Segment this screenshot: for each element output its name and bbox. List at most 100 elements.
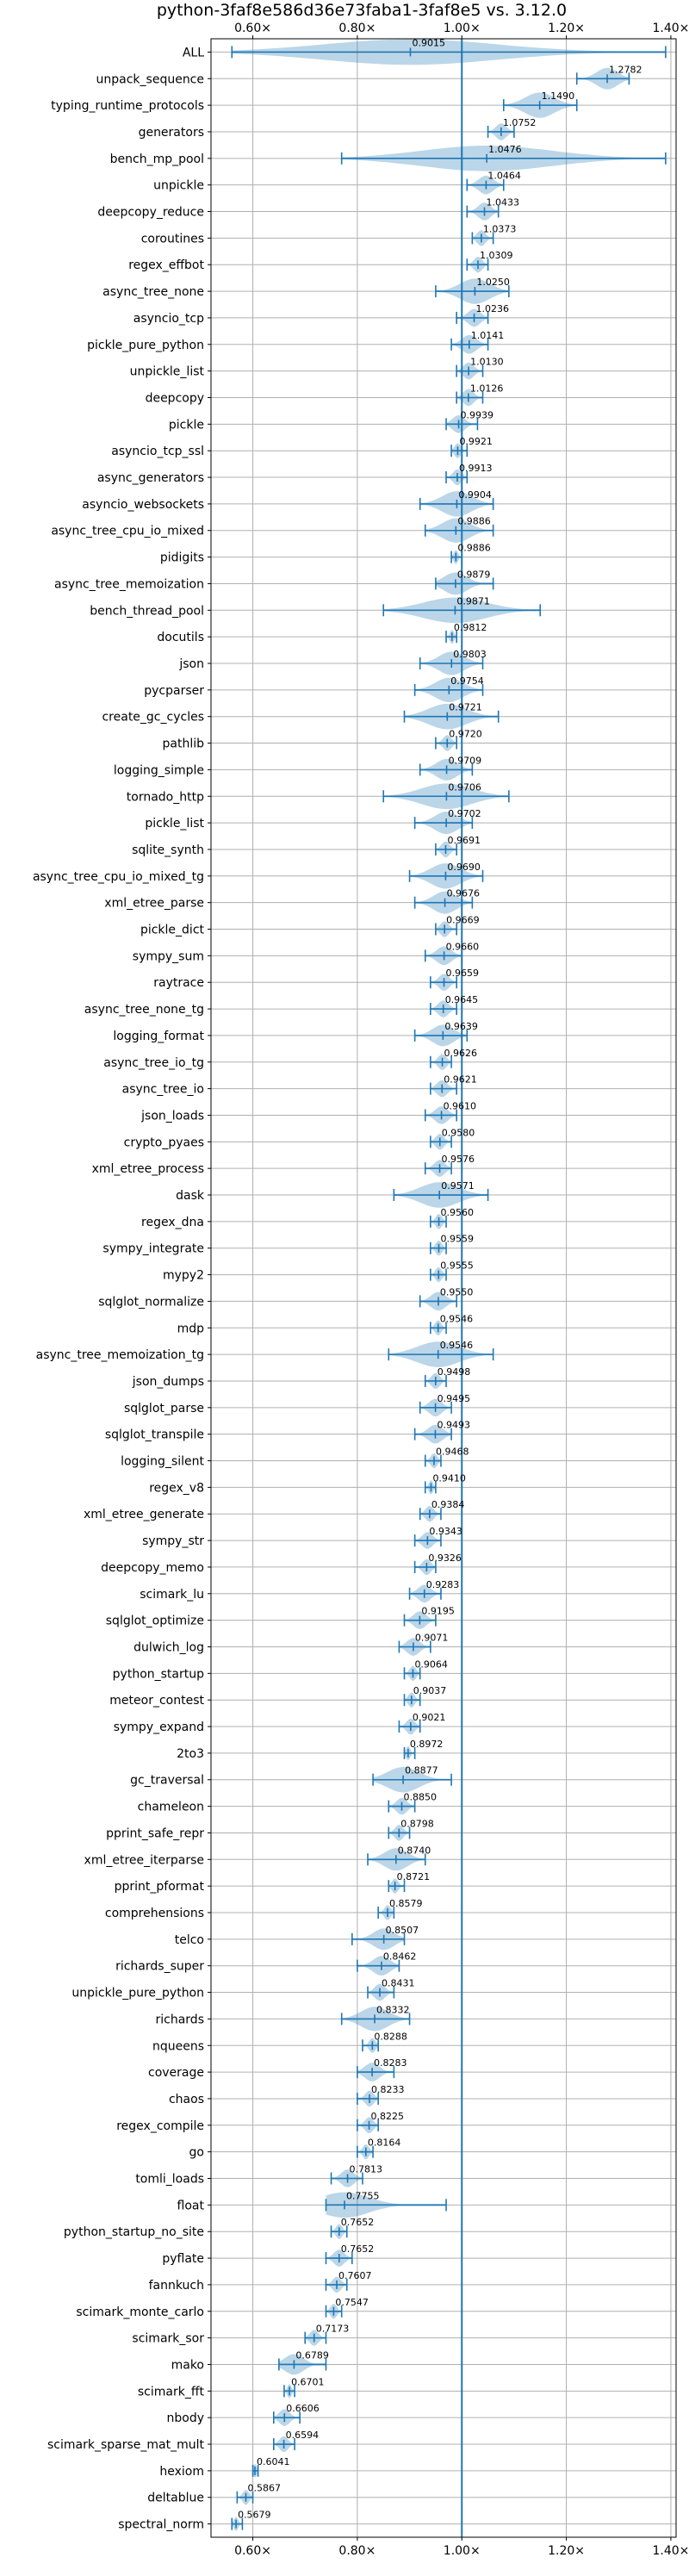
category-label-nbody: nbody (167, 2411, 205, 2425)
error-bar-mypy2 (430, 1268, 447, 1281)
value-label-async_generators: 0.9913 (459, 463, 493, 474)
error-bar-fannkuch (325, 2278, 348, 2291)
error-bar-asyncio_websockets (419, 497, 494, 510)
value-label-tomli_loads: 0.7813 (350, 2164, 383, 2175)
value-label-deltablue: 0.5867 (247, 2483, 281, 2494)
error-bar-mdp (430, 1322, 447, 1335)
error-bar-pprint_safe_repr (388, 1826, 411, 1839)
value-label-unpack_sequence: 1.2782 (609, 64, 642, 75)
error-bar-python_startup (403, 1667, 421, 1680)
category-label-pycparser: pycparser (144, 684, 204, 698)
error-bar-crypto_pyaes (430, 1136, 452, 1148)
category-label-logging_format: logging_format (113, 1030, 204, 1043)
value-label-pathlib: 0.9720 (449, 729, 482, 740)
error-bar-2to3 (403, 1746, 416, 1759)
category-label-deltablue: deltablue (147, 2492, 204, 2505)
value-label-regex_effbot: 1.0309 (480, 250, 513, 261)
error-bar-regex_v8 (424, 1481, 437, 1494)
error-bar-asyncio_tcp (456, 311, 489, 324)
value-label-unpickle_list: 1.0130 (470, 357, 504, 368)
category-label-richards_super: richards_super (115, 1960, 204, 1974)
category-label-async_tree_cpu_io_mixed: async_tree_cpu_io_mixed (51, 525, 204, 538)
category-label-json_loads: json_loads (140, 1109, 204, 1123)
category-label-sympy_expand: sympy_expand (114, 1720, 204, 1734)
category-label-unpickle_pure_python: unpickle_pure_python (71, 1987, 204, 2000)
value-label-python_startup: 0.9064 (414, 1658, 448, 1670)
value-label-sqlglot_optimize: 0.9195 (421, 1606, 455, 1617)
category-label-create_gc_cycles: create_gc_cycles (102, 711, 204, 725)
x-tick-label-bottom-3: 1.20× (548, 2544, 585, 2558)
category-label-json_dumps: json_dumps (132, 1375, 204, 1389)
category-label-deepcopy_memo: deepcopy_memo (101, 1561, 204, 1575)
value-label-json_dumps: 0.9498 (438, 1366, 471, 1378)
error-bar-sympy_integrate (430, 1241, 447, 1254)
error-bar-xml_etree_generate (419, 1508, 442, 1521)
error-bar-sqlite_synth (435, 843, 457, 856)
category-label-telco: telco (175, 1933, 204, 1947)
value-label-mako: 0.6789 (295, 2349, 329, 2361)
category-label-sqlglot_parse: sqlglot_parse (124, 1402, 204, 1416)
value-label-go: 0.8164 (368, 2137, 401, 2149)
error-bar-nbody (273, 2411, 301, 2424)
value-label-ALL: 0.9015 (412, 37, 445, 48)
value-label-pprint_safe_repr: 0.8798 (400, 1818, 434, 1829)
value-label-generators: 1.0752 (503, 117, 537, 128)
value-label-docutils: 0.9812 (454, 622, 487, 633)
error-bar-richards (340, 2013, 411, 2025)
error-bar-nqueens (362, 2039, 379, 2052)
category-label-pprint_safe_repr: pprint_safe_repr (106, 1826, 204, 1840)
error-bar-deepcopy (456, 391, 484, 404)
value-label-unpickle_pure_python: 0.8431 (382, 1978, 415, 1989)
category-label-regex_effbot: regex_effbot (128, 258, 204, 272)
error-bar-scimark_monte_carlo (325, 2305, 343, 2318)
error-bar-tomli_loads (330, 2172, 363, 2185)
category-label-coroutines: coroutines (141, 232, 204, 246)
error-bar-sqlglot_normalize (419, 1295, 457, 1308)
value-label-python_startup_no_site: 0.7652 (341, 2217, 375, 2228)
category-label-typing_runtime_protocols: typing_runtime_protocols (51, 99, 204, 113)
error-bar-unpickle (466, 178, 505, 191)
category-label-richards: richards (156, 2013, 205, 2026)
value-label-mdp: 0.9546 (440, 1313, 474, 1324)
category-label-asyncio_websockets: asyncio_websockets (82, 498, 204, 512)
category-label-mdp: mdp (177, 1322, 205, 1335)
category-label-sqlglot_normalize: sqlglot_normalize (98, 1295, 204, 1309)
value-label-layer: 0.9015 1.2782 1.1490 1.0752 1.0476 1.0464 1.04… (238, 37, 642, 2520)
x-tick-label-top-0: 0.60× (234, 22, 271, 35)
error-bar-pickle (445, 418, 479, 431)
value-label-sympy_sum: 0.9660 (446, 941, 480, 952)
category-label-async_tree_io: async_tree_io (122, 1083, 204, 1097)
category-label-pickle_list: pickle_list (145, 817, 204, 831)
category-label-regex_dna: regex_dna (141, 1216, 204, 1229)
category-label-go: go (189, 2146, 204, 2160)
error-bar-deepcopy_memo (413, 1560, 437, 1573)
category-label-regex_v8: regex_v8 (149, 1481, 204, 1495)
category-label-deepcopy: deepcopy (146, 391, 204, 405)
error-bar-logging_silent (424, 1454, 442, 1467)
category-label-hexiom: hexiom (159, 2465, 204, 2479)
error-bar-logging_format (413, 1029, 469, 1042)
error-bar-sqlglot_transpile (413, 1428, 452, 1440)
value-label-pyflate: 0.7652 (341, 2243, 375, 2255)
error-bar-async_tree_cpu_io_mixed_tg (408, 869, 484, 882)
value-label-raytrace: 0.9659 (446, 968, 480, 979)
x-axis-top-ticks: 0.60× 0.80× 1.00× 1.20× 1.40× (234, 22, 689, 39)
value-label-pickle: 0.9939 (461, 409, 494, 420)
value-label-asyncio_tcp_ssl: 0.9921 (459, 436, 493, 447)
value-label-xml_etree_iterparse: 0.8740 (398, 1845, 431, 1856)
category-label-xml_etree_parse: xml_etree_parse (104, 897, 204, 911)
value-label-dask: 0.9571 (441, 1180, 475, 1192)
error-bar-async_generators (445, 471, 469, 484)
error-bar-bench_mp_pool (340, 152, 667, 165)
value-label-bench_mp_pool: 1.0476 (488, 144, 522, 155)
value-label-spectral_norm: 0.5679 (238, 2510, 271, 2521)
category-label-logging_silent: logging_silent (121, 1455, 204, 1469)
category-label-unpack_sequence: unpack_sequence (96, 72, 204, 86)
value-label-nqueens: 0.8288 (374, 2031, 407, 2042)
error-bar-scimark_lu (408, 1587, 442, 1600)
category-label-scimark_sor: scimark_sor (132, 2332, 204, 2346)
category-label-comprehensions: comprehensions (105, 1907, 204, 1920)
category-label-sympy_sum: sympy_sum (133, 949, 204, 963)
value-label-create_gc_cycles: 0.9721 (449, 702, 482, 713)
error-bar-telco (351, 1932, 406, 1945)
